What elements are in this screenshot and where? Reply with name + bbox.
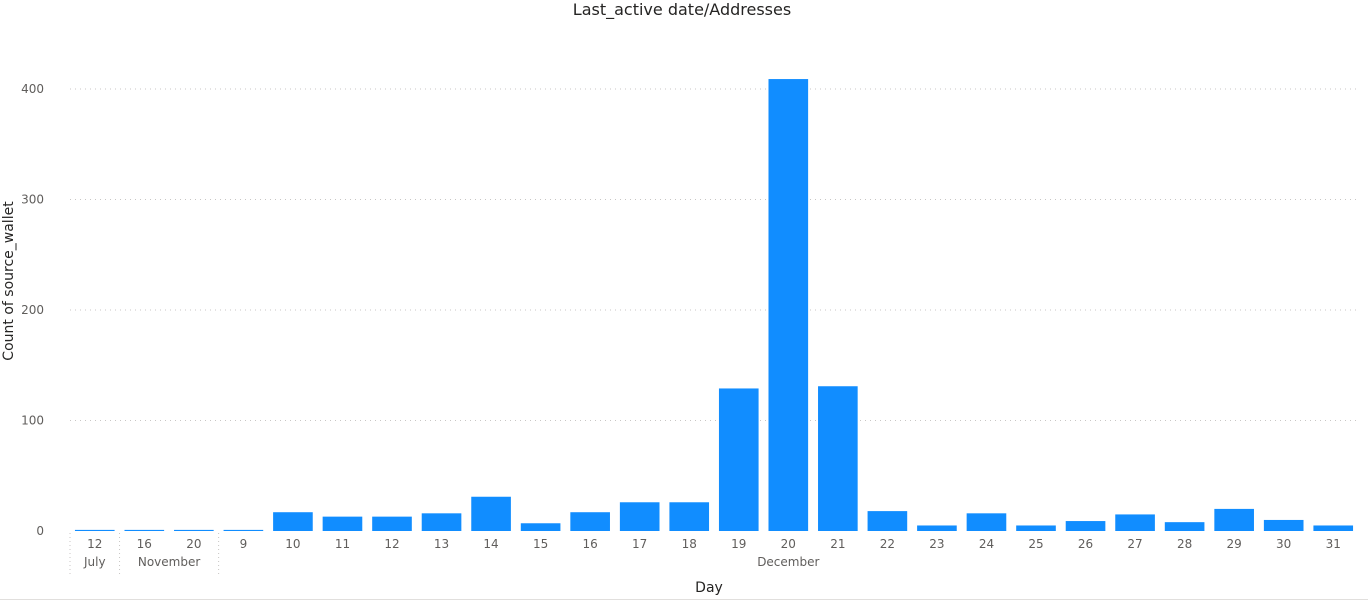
bar[interactable] [273,512,313,531]
bar[interactable] [718,388,759,531]
bar[interactable] [223,529,264,531]
y-tick-label: 300 [21,193,44,207]
x-tick-label: 25 [1028,537,1043,551]
x-tick-label: 16 [137,537,152,551]
x-tick-label: 13 [434,537,449,551]
x-tick-label: 19 [731,537,746,551]
bar[interactable] [1214,508,1254,531]
x-tick-label: 30 [1276,537,1291,551]
bar[interactable] [917,525,957,531]
x-tick-label: 24 [979,537,994,551]
x-tick-label: 31 [1326,537,1341,551]
x-tick-label: 26 [1078,537,1093,551]
x-axis-ticks: 12 16 20 9 10 11 12 13 14 15 16 17 18 19 20 21 22 23 24 25 2… [87,537,1341,551]
y-tick-label: 200 [21,303,44,317]
x-tick-label: 15 [533,537,548,551]
bar[interactable] [1065,521,1106,531]
bar[interactable] [322,516,363,531]
bar[interactable] [421,513,462,531]
x-tick-label: 17 [632,537,647,551]
x-tick-label: 18 [682,537,697,551]
bottom-divider [0,599,1368,600]
y-tick-label: 0 [36,524,44,538]
bars [74,79,1354,532]
x-group-label: December [757,555,819,569]
bar[interactable] [669,502,710,531]
bar[interactable] [1016,525,1056,531]
y-axis-title: Count of source_wallet [1,201,17,361]
x-tick-label: 11 [335,537,350,551]
chart-title: Last_active date/Addresses [573,0,791,20]
x-tick-label: 20 [186,537,201,551]
x-tick-label: 12 [384,537,399,551]
bar[interactable] [520,523,561,531]
y-axis-ticks: 0 100 200 300 400 [21,82,44,538]
x-tick-label: 14 [483,537,498,551]
x-tick-label: 23 [929,537,944,551]
x-tick-label: 22 [880,537,895,551]
bar[interactable] [1263,519,1304,531]
y-tick-label: 400 [21,82,44,96]
bar[interactable] [867,511,908,531]
bar[interactable] [966,513,1007,531]
bar[interactable] [1313,525,1354,531]
y-tick-label: 100 [21,414,44,428]
x-tick-label: 12 [87,537,102,551]
x-tick-label: 16 [583,537,598,551]
x-tick-label: 29 [1227,537,1242,551]
bar[interactable] [619,502,660,531]
bar[interactable] [174,529,214,531]
bar[interactable] [570,512,610,531]
bar[interactable] [818,386,858,531]
bar[interactable] [124,529,165,531]
bar[interactable] [1115,514,1155,531]
x-tick-label: 10 [285,537,300,551]
x-axis-groups: July November December [69,533,819,574]
bar[interactable] [74,529,115,531]
x-tick-label: 21 [830,537,845,551]
x-tick-label: 9 [240,537,248,551]
bar[interactable] [1164,522,1205,531]
bar[interactable] [768,79,809,532]
x-tick-label: 28 [1177,537,1192,551]
x-tick-label: 27 [1127,537,1142,551]
x-tick-label: 20 [781,537,796,551]
bar[interactable] [372,516,412,531]
x-axis-title: Day [695,580,723,596]
bar[interactable] [471,496,511,531]
x-group-label: November [138,555,200,569]
x-group-label: July [83,555,106,569]
gridlines [70,88,1358,421]
